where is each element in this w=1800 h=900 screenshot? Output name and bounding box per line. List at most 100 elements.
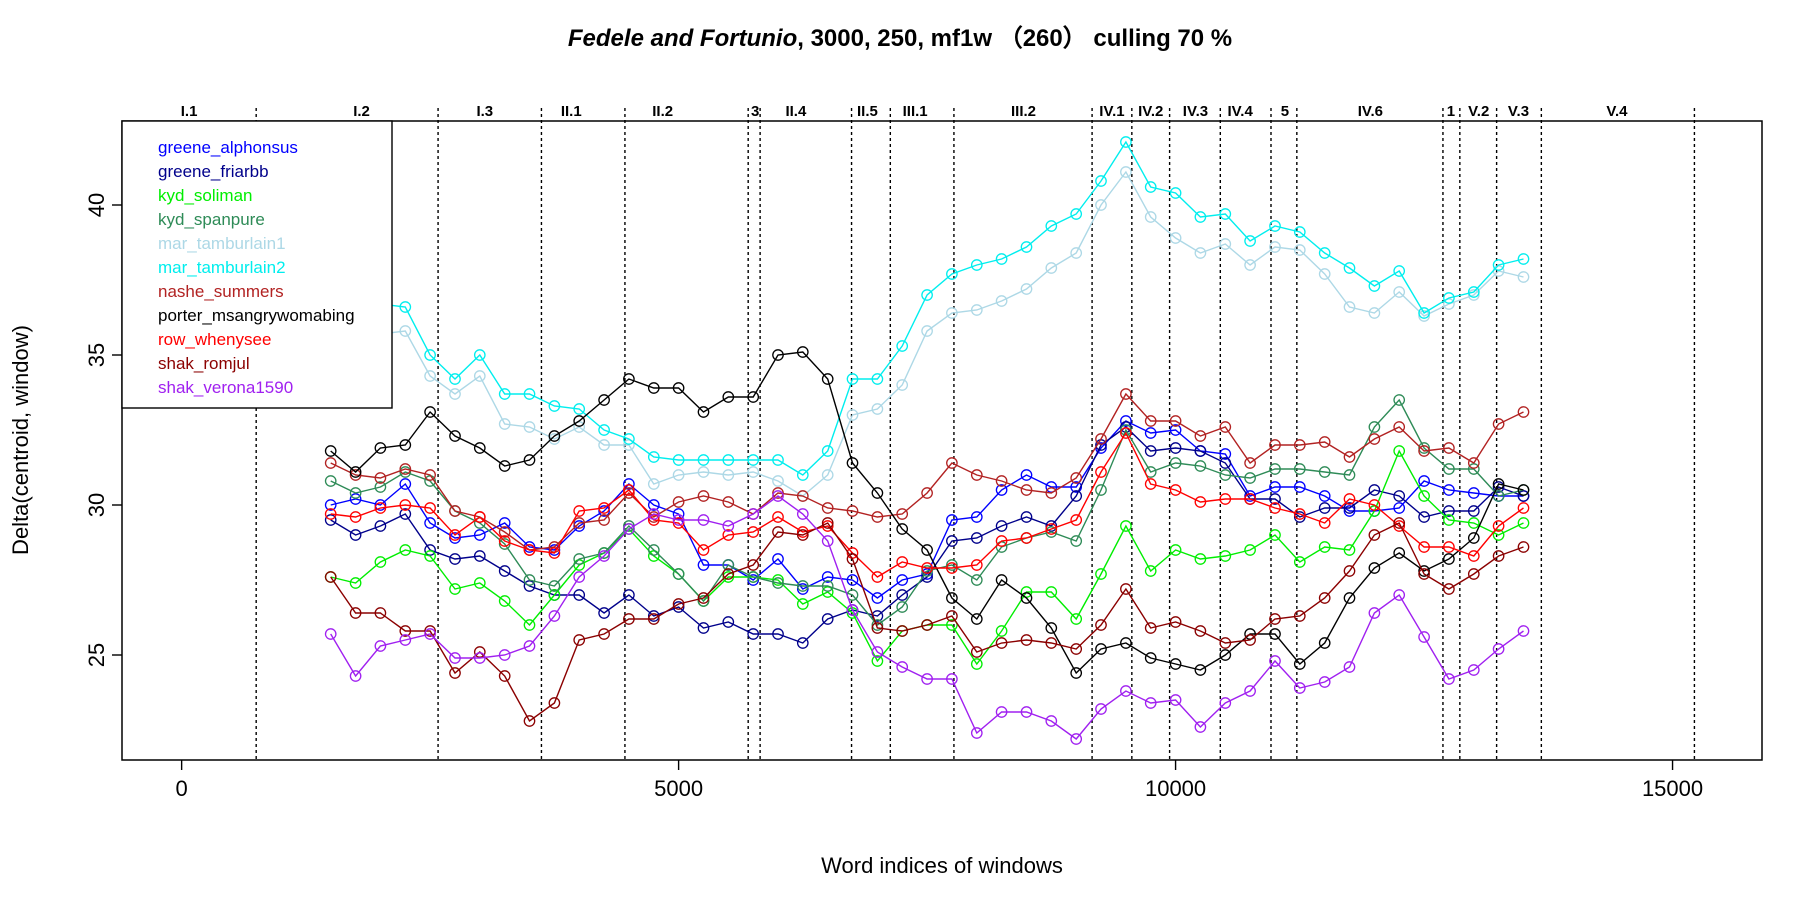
data-point	[896, 574, 909, 586]
data-point	[1269, 481, 1281, 493]
data-point	[846, 574, 859, 586]
data-point	[1020, 484, 1033, 496]
plot-frame	[121, 120, 1763, 761]
data-point	[821, 502, 834, 514]
data-point	[1293, 226, 1306, 238]
data-point	[846, 553, 859, 565]
data-point	[1343, 505, 1356, 517]
data-point	[772, 553, 784, 565]
data-point	[1169, 544, 1182, 556]
data-point	[1219, 469, 1232, 481]
data-point	[424, 469, 436, 481]
scene-label: I.2	[353, 103, 370, 120]
data-point	[374, 640, 387, 652]
data-point	[697, 454, 710, 466]
data-point	[1517, 541, 1530, 553]
x-tick-label: 10000	[1145, 776, 1206, 801]
data-point	[1045, 586, 1058, 598]
data-point	[970, 613, 983, 625]
data-point	[1269, 220, 1281, 232]
data-point	[473, 442, 486, 454]
data-point	[1020, 532, 1033, 544]
data-point	[1343, 451, 1356, 463]
y-tick-label: 30	[84, 493, 109, 517]
data-point	[1194, 211, 1207, 223]
data-point	[1095, 703, 1107, 715]
data-point	[374, 472, 387, 484]
data-point	[772, 628, 784, 640]
data-point	[324, 475, 337, 487]
data-point	[1368, 484, 1381, 496]
data-point	[846, 505, 859, 517]
data-point	[946, 619, 958, 631]
data-point	[1467, 487, 1480, 499]
data-point	[921, 568, 933, 580]
data-point	[1269, 628, 1281, 640]
legend-entry: greene_friarbb	[158, 162, 269, 181]
data-point	[449, 652, 461, 664]
data-point	[796, 583, 809, 595]
data-point	[548, 430, 561, 442]
data-point	[871, 403, 884, 415]
data-point	[1194, 553, 1207, 565]
data-point	[1020, 511, 1033, 523]
data-point	[1393, 394, 1406, 406]
data-point	[473, 511, 486, 523]
data-point	[623, 373, 635, 385]
data-point	[1443, 463, 1455, 475]
data-point	[1045, 487, 1058, 499]
data-point	[747, 391, 760, 403]
data-point	[747, 559, 760, 571]
data-point	[672, 496, 685, 508]
data-point	[1120, 583, 1132, 595]
data-point	[1467, 568, 1480, 580]
scene-label: I.3	[476, 103, 493, 120]
data-point	[424, 625, 436, 637]
data-point	[1120, 166, 1132, 178]
data-point	[623, 589, 635, 601]
data-point	[946, 559, 958, 571]
data-point	[921, 487, 933, 499]
data-point	[846, 604, 859, 616]
data-point	[1269, 463, 1281, 475]
data-point	[349, 529, 362, 541]
data-point	[399, 325, 412, 337]
data-point	[1169, 187, 1182, 199]
data-point	[1343, 565, 1356, 577]
data-point	[1144, 622, 1157, 634]
data-point	[498, 538, 511, 550]
data-point	[896, 601, 909, 613]
data-point	[995, 253, 1008, 265]
data-point	[1194, 721, 1207, 733]
data-point	[573, 505, 586, 517]
data-point	[647, 544, 660, 556]
data-point	[1070, 535, 1083, 547]
data-point	[747, 454, 760, 466]
data-point	[995, 574, 1008, 586]
data-point	[424, 550, 436, 562]
data-point	[1443, 553, 1455, 565]
data-point	[672, 454, 685, 466]
scene-label: IV.2	[1138, 103, 1163, 120]
data-point	[1393, 265, 1406, 277]
data-point	[623, 613, 635, 625]
data-point	[1194, 496, 1207, 508]
data-point	[399, 478, 412, 490]
data-point	[449, 583, 461, 595]
data-point	[796, 490, 809, 502]
data-point	[1517, 406, 1530, 418]
data-point	[697, 544, 710, 556]
x-axis: 0 5000 10000 15000	[176, 760, 1703, 801]
data-point	[921, 562, 933, 574]
data-point	[523, 580, 536, 592]
chart-title-rest: , 3000, 250, mf1w （260） culling 70 %	[797, 25, 1232, 52]
data-point	[1318, 502, 1331, 514]
data-point	[772, 454, 784, 466]
data-point	[970, 511, 983, 523]
data-point	[1393, 286, 1406, 298]
data-point	[1418, 565, 1430, 577]
data-point	[1293, 556, 1306, 568]
data-point	[623, 433, 635, 445]
data-point	[970, 532, 983, 544]
data-point	[1443, 583, 1455, 595]
